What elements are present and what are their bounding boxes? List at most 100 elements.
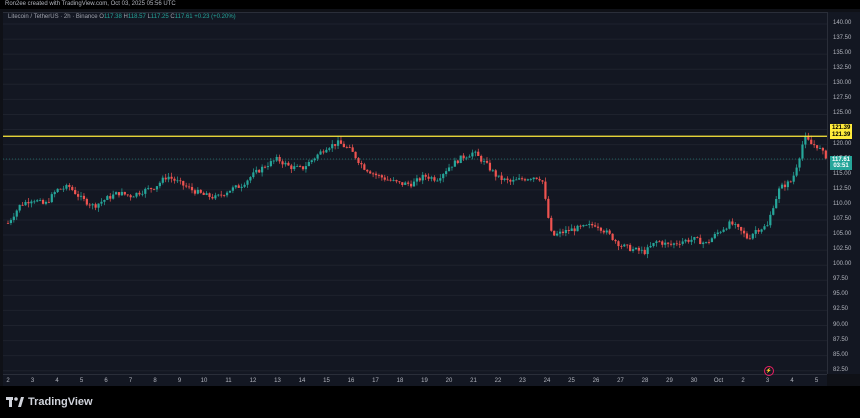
candle-body (132, 196, 135, 198)
candle-body (82, 195, 86, 199)
candle-body (395, 180, 398, 182)
candle-body (6, 222, 10, 224)
open-value: 117.38 (103, 14, 122, 20)
time-tick-label: 16 (347, 378, 355, 384)
candle-body (760, 229, 763, 232)
candle-body (509, 179, 512, 182)
candle-body (345, 147, 348, 148)
candle-body (815, 145, 819, 149)
candle-body (561, 231, 565, 234)
price-axis[interactable]: 82.50 85.00 87.50 90.00 92.50 95.00 97.50 100.0… (827, 12, 860, 374)
candle-body (526, 179, 530, 181)
tradingview-logo-text: TradingView (28, 396, 93, 408)
candle-body (190, 187, 194, 191)
candle-body (520, 178, 524, 180)
time-tick-label: 24 (543, 378, 551, 384)
candle-body (491, 170, 494, 172)
time-tick-label: 9 (177, 378, 182, 384)
candle-body (325, 149, 328, 153)
time-tick-label: 4 (790, 378, 794, 384)
candle-body (249, 177, 252, 181)
candle-body (456, 160, 459, 164)
candle-body (769, 214, 772, 226)
tradingview-logo-icon (6, 397, 24, 407)
plot-area[interactable] (3, 12, 830, 374)
candle-body (85, 198, 88, 205)
candle-body (529, 179, 532, 180)
price-tick-label: 102.50 (833, 246, 852, 253)
candle-body (412, 181, 416, 187)
candle-body (231, 187, 235, 191)
candle-body (112, 194, 115, 199)
candle-body (497, 175, 500, 177)
candle-body (88, 204, 91, 206)
candle-body (538, 178, 541, 181)
candle-body (629, 245, 632, 251)
candle-body (94, 204, 97, 208)
resistance-price-badge-2: 121.39 (830, 131, 853, 139)
candle-body (217, 194, 220, 196)
time-tick-label: 10 (200, 378, 208, 384)
candle-body (626, 244, 629, 246)
candle-body (150, 187, 153, 189)
candle-body (439, 178, 442, 181)
time-tick-label: 5 (814, 378, 819, 384)
price-tick-label: 100.00 (833, 261, 852, 268)
candle-body (296, 166, 299, 167)
price-tick-label: 130.00 (833, 80, 852, 87)
candle-body (342, 143, 345, 148)
candle-body (214, 195, 217, 199)
candle-body (301, 166, 305, 170)
price-tick-label: 97.50 (833, 276, 849, 283)
candle-body (783, 184, 787, 188)
candle-body (477, 151, 480, 156)
candle-body (550, 217, 553, 231)
candle-body (360, 163, 363, 165)
candle-body (789, 181, 792, 183)
candle-body (223, 195, 226, 196)
candle-body (377, 175, 381, 176)
price-tick-label: 95.00 (833, 291, 849, 298)
candle-body (76, 194, 80, 197)
price-tick-label: 127.50 (833, 95, 852, 102)
candle-body (707, 242, 711, 243)
candle-body (675, 243, 678, 245)
candle-body (631, 249, 635, 251)
candle-body (336, 140, 340, 146)
candle-body (293, 166, 296, 170)
candle-body (398, 181, 401, 183)
candle-body (129, 195, 132, 198)
candle-body (608, 230, 611, 234)
candle-body (722, 229, 725, 232)
candle-body (246, 180, 249, 185)
candle-body (742, 230, 746, 234)
candle-body (304, 166, 308, 170)
candle-body (56, 188, 59, 193)
price-tick-label: 92.50 (833, 306, 849, 313)
candle-body (532, 177, 535, 180)
candle-body (710, 238, 714, 243)
candle-body (792, 175, 795, 182)
price-tick-label: 137.50 (833, 35, 852, 42)
candle-body (807, 136, 810, 140)
candle-body (310, 160, 313, 163)
candle-body (272, 160, 275, 162)
time-tick-label: 2 (6, 378, 10, 384)
candle-body (319, 151, 322, 155)
candle-body (772, 208, 775, 215)
time-axis[interactable]: 2 3 4 5 6 7 8 9 10 11 12 13 14 15 16 17 18 19 20 21 22 23 24 25… (3, 374, 827, 387)
price-tick-label: 107.50 (833, 215, 852, 222)
candle-body (427, 176, 430, 179)
candle-body (120, 191, 124, 196)
event-marker-icon[interactable]: ⚡ (764, 366, 774, 376)
candle-body (582, 225, 585, 227)
price-tick-label: 105.00 (833, 231, 852, 238)
candle-body (225, 192, 229, 196)
candle-body (50, 194, 53, 203)
candle-body (450, 166, 454, 168)
candle-body (655, 241, 658, 244)
candle-body (754, 229, 757, 234)
candle-body (687, 239, 690, 242)
candle-body (372, 173, 375, 175)
candle-body (44, 201, 48, 204)
